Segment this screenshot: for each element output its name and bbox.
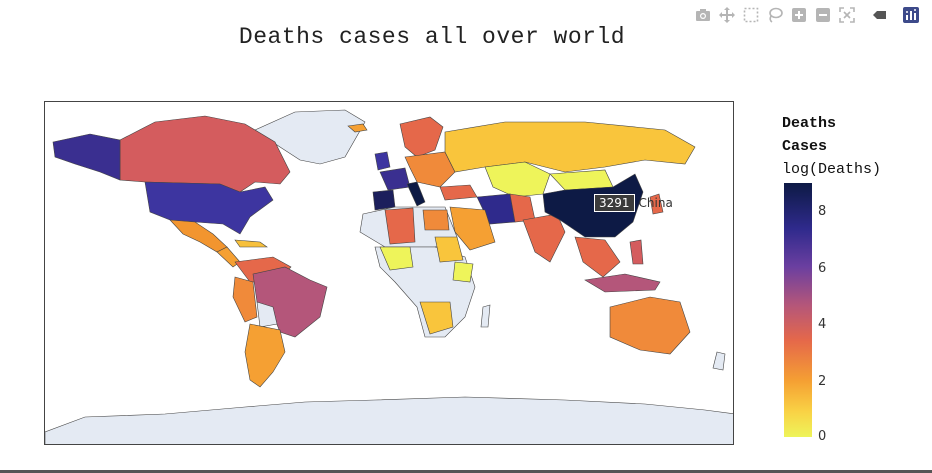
region-france[interactable]: [379, 167, 411, 191]
region-italy[interactable]: [406, 181, 426, 207]
region-southeast-asia[interactable]: [574, 236, 621, 278]
plotly-logo-icon[interactable]: [902, 6, 920, 24]
colorbar-tick: 0: [818, 429, 827, 444]
region-iceland[interactable]: [347, 123, 368, 133]
camera-icon[interactable]: [694, 6, 712, 24]
colorbar: [784, 183, 812, 437]
colorbar-title: Deaths Cases log(Deaths): [782, 112, 881, 181]
region-indonesia[interactable]: [584, 273, 661, 293]
region-uk[interactable]: [374, 151, 391, 171]
map-frame[interactable]: [44, 101, 734, 445]
region-argentina[interactable]: [244, 323, 286, 388]
region-india[interactable]: [522, 213, 566, 263]
region-china[interactable]: [542, 173, 644, 238]
tooltip-country: China: [638, 196, 673, 210]
colorbar-tick: 4: [818, 317, 827, 332]
chart-title: Deaths cases all over world: [238, 24, 626, 50]
region-japan[interactable]: [649, 193, 664, 215]
region-west-africa[interactable]: [379, 246, 414, 271]
region-usa[interactable]: [144, 181, 274, 235]
box-select-icon[interactable]: [742, 6, 760, 24]
lasso-select-icon[interactable]: [766, 6, 784, 24]
colorbar-tick: 6: [818, 261, 827, 276]
region-philippines[interactable]: [629, 239, 644, 265]
region-madagascar[interactable]: [480, 304, 491, 328]
region-caribbean[interactable]: [234, 239, 268, 248]
region-antarctica[interactable]: [45, 396, 734, 445]
zoom-out-icon[interactable]: [814, 6, 832, 24]
region-new-zealand[interactable]: [712, 351, 726, 371]
colorbar-tick: 2: [818, 374, 827, 389]
region-algeria[interactable]: [384, 207, 416, 245]
pan-icon[interactable]: [718, 6, 736, 24]
colorbar-subtitle: log(Deaths): [782, 161, 882, 178]
region-peru[interactable]: [232, 276, 258, 323]
region-australia[interactable]: [609, 296, 691, 355]
world-map[interactable]: [45, 102, 734, 445]
region-egypt[interactable]: [422, 209, 450, 231]
colorbar-title-line2: Cases: [782, 138, 828, 155]
region-greenland[interactable]: [254, 109, 366, 165]
hover-icon[interactable]: [870, 6, 888, 24]
region-central-asia[interactable]: [484, 161, 551, 198]
bottom-divider: [0, 470, 932, 473]
region-alaska[interactable]: [52, 133, 121, 181]
region-arabia[interactable]: [449, 206, 496, 251]
modebar: [694, 6, 920, 24]
region-bolivia[interactable]: [256, 301, 278, 328]
region-turkey[interactable]: [439, 184, 478, 201]
hover-tooltip: 3291 China: [594, 194, 673, 212]
colorbar-title-line1: Deaths: [782, 115, 837, 132]
region-scandinavia[interactable]: [399, 116, 444, 158]
region-mexico[interactable]: [169, 219, 228, 253]
colorbar-tick: 8: [818, 204, 827, 219]
region-east-africa[interactable]: [452, 261, 474, 283]
zoom-in-icon[interactable]: [790, 6, 808, 24]
region-southern-africa[interactable]: [419, 301, 454, 335]
region-mongolia[interactable]: [549, 169, 614, 191]
region-russia[interactable]: [444, 121, 696, 173]
region-spain[interactable]: [372, 189, 396, 211]
tooltip-value: 3291: [594, 194, 635, 212]
region-sudan[interactable]: [434, 236, 464, 263]
reset-scale-icon[interactable]: [838, 6, 856, 24]
